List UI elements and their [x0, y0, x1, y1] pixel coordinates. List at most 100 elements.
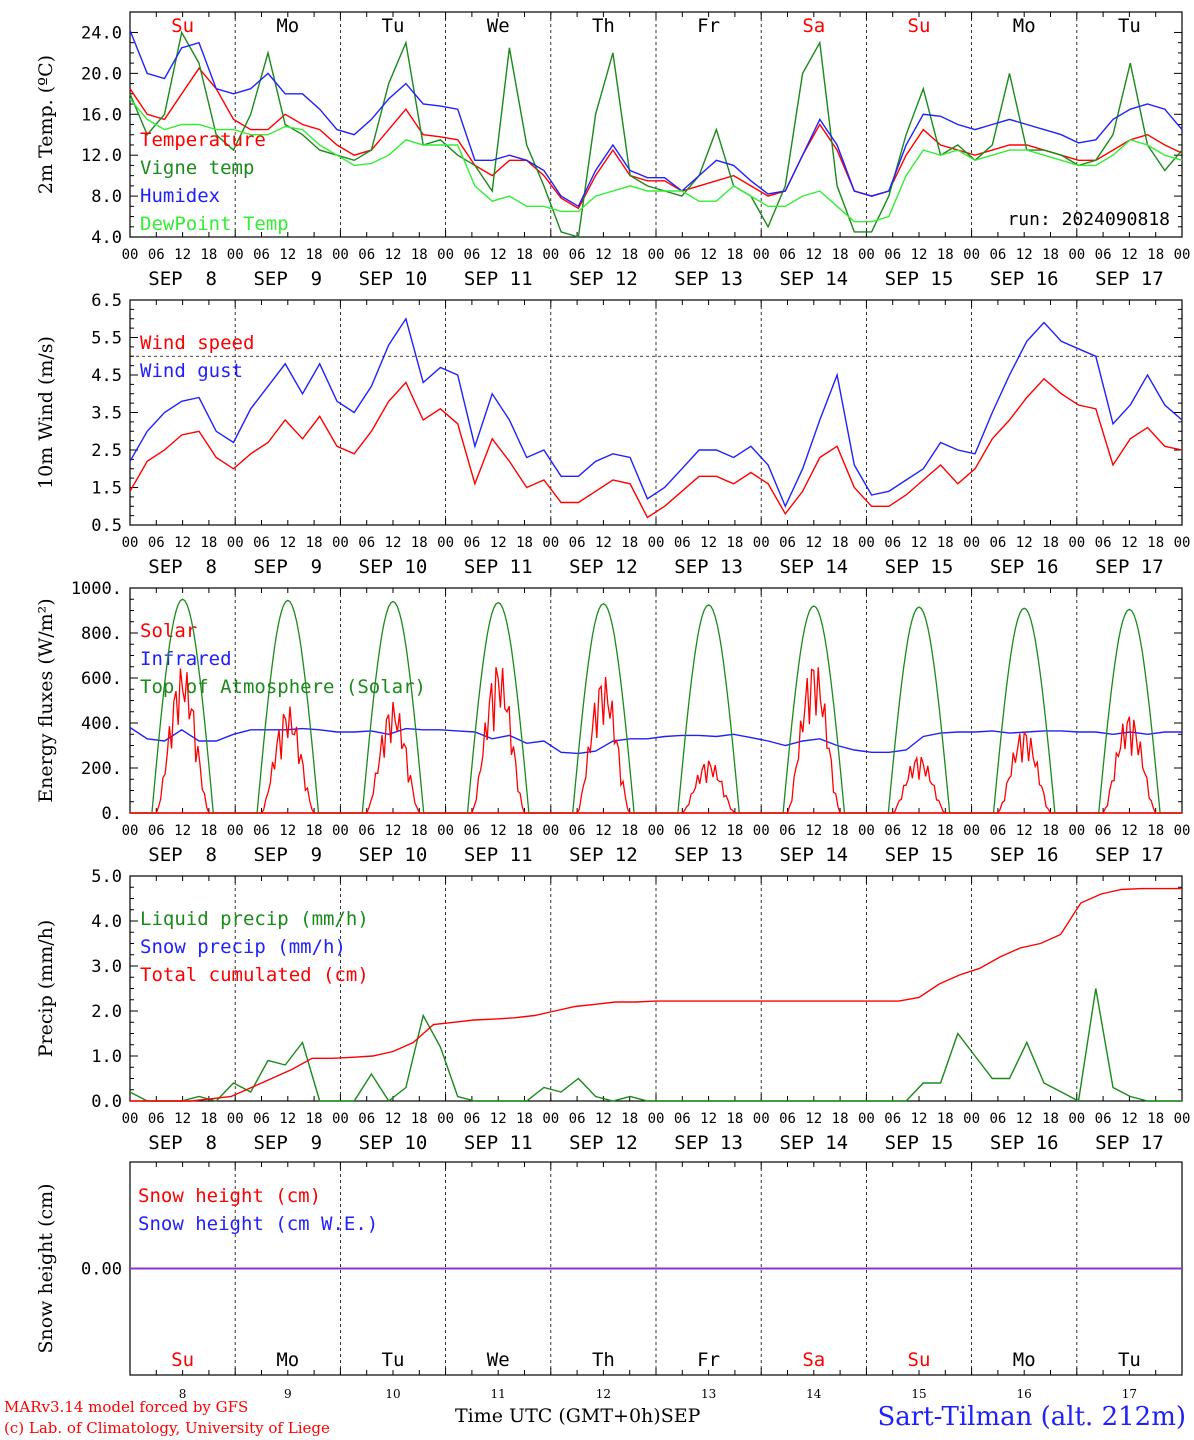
- hour-tick-label: 18: [306, 247, 323, 263]
- date-label: SEP 13: [674, 1132, 743, 1154]
- hour-tick-label: 06: [253, 247, 270, 263]
- panel-frame: [129, 11, 1183, 238]
- hour-tick-label: 18: [621, 1111, 638, 1127]
- date-label: SEP 16: [990, 1132, 1059, 1154]
- hour-tick-label: 18: [937, 1111, 954, 1127]
- day-number-label: 12: [596, 1387, 611, 1401]
- hour-tick-label: 06: [674, 1111, 691, 1127]
- hour-tick-label: 00: [122, 1111, 139, 1127]
- hour-tick-label: 00: [542, 1111, 559, 1127]
- legend-entry: Snow height (cm): [138, 1185, 321, 1207]
- hour-tick-label: 06: [989, 823, 1006, 839]
- y-tick-label: 600.: [81, 669, 122, 689]
- day-of-week-label: Su: [171, 1349, 194, 1371]
- hour-tick-label: 06: [358, 247, 375, 263]
- hour-tick-label: 06: [253, 1111, 270, 1127]
- hour-tick-label: 00: [753, 247, 770, 263]
- hour-tick-label: 18: [1042, 1111, 1059, 1127]
- hour-tick-label: 06: [463, 247, 480, 263]
- hour-tick-label: 18: [1147, 1111, 1164, 1127]
- hour-tick-label: 00: [542, 247, 559, 263]
- hour-tick-label: 12: [595, 535, 612, 551]
- hour-tick-label: 12: [279, 247, 296, 263]
- hour-tick-label: 06: [1095, 1111, 1112, 1127]
- day-number-label: 9: [284, 1387, 292, 1401]
- hour-tick-label: 06: [674, 247, 691, 263]
- hour-tick-label: 06: [569, 247, 586, 263]
- hour-tick-label: 12: [385, 247, 402, 263]
- day-of-week-label: Su: [171, 15, 194, 37]
- hour-tick-label: 12: [700, 535, 717, 551]
- hour-tick-label: 00: [227, 535, 244, 551]
- hour-tick-label: 12: [700, 247, 717, 263]
- hour-tick-label: 12: [595, 1111, 612, 1127]
- hour-tick-label: 06: [989, 247, 1006, 263]
- day-of-week-label: Su: [908, 1349, 931, 1371]
- hour-tick-label: 00: [437, 823, 454, 839]
- hour-tick-label: 12: [1121, 823, 1138, 839]
- date-label: SEP 10: [359, 556, 428, 578]
- hour-tick-label: 18: [1042, 823, 1059, 839]
- legend-entry: Humidex: [140, 185, 220, 207]
- hour-tick-label: 12: [911, 247, 928, 263]
- legend-entry: Total cumulated (cm): [140, 964, 369, 986]
- day-number-label: 13: [701, 1387, 716, 1401]
- date-label: SEP 11: [464, 268, 533, 290]
- hour-tick-label: 06: [463, 535, 480, 551]
- hour-tick-label: 00: [227, 1111, 244, 1127]
- date-label: SEP 8: [148, 556, 217, 578]
- hour-tick-label: 12: [1121, 247, 1138, 263]
- date-label: SEP 14: [779, 268, 848, 290]
- hour-tick-label: 18: [621, 247, 638, 263]
- hour-tick-label: 00: [1068, 247, 1085, 263]
- y-tick-label: 0.0: [91, 1092, 122, 1112]
- hour-tick-label: 18: [1147, 535, 1164, 551]
- credit-line-1: MARv3.14 model forced by GFS: [4, 1398, 249, 1416]
- legend-entry: Liquid precip (mm/h): [140, 908, 369, 930]
- hour-tick-label: 00: [437, 247, 454, 263]
- day-of-week-label: We: [487, 15, 510, 37]
- hour-tick-label: 00: [963, 247, 980, 263]
- series-line-vigne-temp: [129, 30, 1183, 238]
- hour-tick-label: 00: [227, 823, 244, 839]
- hour-tick-label: 12: [1121, 1111, 1138, 1127]
- date-label: SEP 11: [464, 1132, 533, 1154]
- date-label: SEP 14: [779, 556, 848, 578]
- series-line-total-cumulated-cm-: [130, 887, 1182, 1102]
- day-of-week-label: Tu: [1118, 15, 1141, 37]
- day-of-week-label: Mo: [276, 15, 299, 37]
- hour-tick-label: 06: [989, 1111, 1006, 1127]
- hour-tick-label: 12: [700, 1111, 717, 1127]
- hour-tick-label: 12: [1016, 535, 1033, 551]
- hour-tick-label: 12: [279, 823, 296, 839]
- hour-tick-label: 18: [411, 535, 428, 551]
- y-tick-label: 3.0: [91, 957, 122, 977]
- hour-tick-label: 00: [753, 535, 770, 551]
- legend-entry: Snow height (cm W.E.): [138, 1213, 378, 1235]
- day-of-week-label: Th: [592, 1349, 615, 1371]
- hour-tick-label: 18: [1147, 823, 1164, 839]
- hour-tick-label: 18: [832, 247, 849, 263]
- hour-tick-label: 18: [411, 823, 428, 839]
- hour-tick-label: 00: [332, 247, 349, 263]
- day-of-week-label: Mo: [1013, 15, 1036, 37]
- day-of-week-label: Mo: [276, 1349, 299, 1371]
- hour-tick-label: 12: [700, 823, 717, 839]
- date-label: SEP 10: [359, 268, 428, 290]
- hour-tick-label: 12: [174, 535, 191, 551]
- date-label: SEP 15: [885, 556, 954, 578]
- hour-tick-label: 00: [1068, 823, 1085, 839]
- hour-tick-label: 00: [648, 247, 665, 263]
- hour-tick-label: 00: [1068, 1111, 1085, 1127]
- y-tick-label: 2.5: [91, 441, 122, 461]
- hour-tick-label: 18: [200, 823, 217, 839]
- hour-tick-label: 18: [306, 535, 323, 551]
- legend-entry: Vigne temp: [140, 157, 254, 179]
- y-tick-label: 2.0: [91, 1002, 122, 1022]
- hour-tick-label: 06: [358, 1111, 375, 1127]
- hour-tick-label: 06: [779, 535, 796, 551]
- day-of-week-label: Fr: [697, 1349, 720, 1371]
- date-label: SEP 9: [253, 844, 322, 866]
- hour-tick-label: 00: [648, 1111, 665, 1127]
